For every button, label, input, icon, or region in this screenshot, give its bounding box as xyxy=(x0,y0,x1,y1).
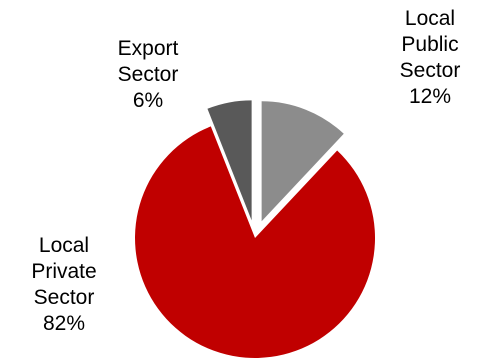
label-local-public-sector: Local Public Sector 12% xyxy=(386,6,474,110)
value-label-local-private-sector: 82% xyxy=(42,312,86,335)
label-local-private-sector: Local Private Sector 82% xyxy=(14,233,114,337)
slice-local-public-sector xyxy=(261,101,344,222)
slice-local-private-sector xyxy=(135,126,376,359)
value-label-export-sector: 6% xyxy=(132,89,164,112)
slice-export-sector xyxy=(207,100,252,221)
label-export-sector: Export Sector 6% xyxy=(92,36,204,114)
value-label-local-public-sector: 12% xyxy=(408,85,452,108)
